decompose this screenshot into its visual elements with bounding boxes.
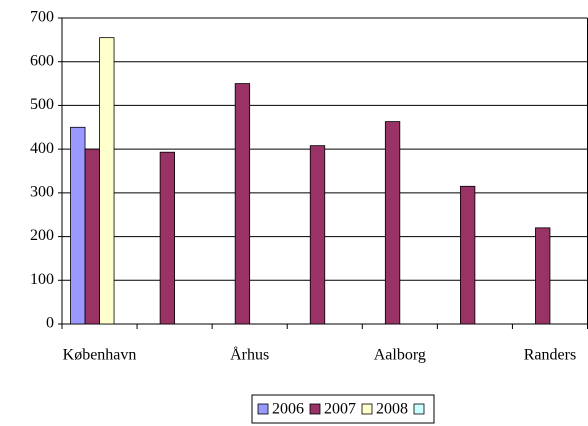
bar (309, 145, 326, 325)
y-tick-label: 600 (30, 52, 54, 69)
x-tick-label: Randers (524, 347, 576, 364)
bar (384, 121, 401, 325)
bar (70, 126, 86, 325)
legend-swatch (257, 403, 269, 415)
x-tick-label: København (63, 347, 137, 364)
legend-label: 2006 (272, 401, 304, 418)
bar (99, 37, 115, 325)
y-tick-label: 300 (30, 184, 54, 201)
bar (234, 83, 251, 325)
legend-label: 2007 (324, 401, 356, 418)
y-tick-label: 100 (30, 271, 54, 288)
legend-swatch (361, 403, 373, 415)
legend: 2006 2007 2008 (251, 394, 435, 424)
bar (84, 148, 100, 325)
y-tick-label: 700 (30, 9, 54, 26)
y-tick-label: 500 (30, 96, 54, 113)
x-tick-label: Aalborg (374, 347, 426, 364)
legend-label: 2008 (376, 401, 408, 418)
legend-swatch (309, 403, 321, 415)
y-tick-label: 200 (30, 227, 54, 244)
x-tick-label: Århus (230, 346, 269, 364)
bar (535, 227, 551, 325)
bar (459, 185, 476, 325)
legend-swatch (413, 403, 425, 415)
y-tick-label: 0 (46, 315, 54, 332)
y-tick-label: 400 (30, 140, 54, 157)
legend-box (251, 394, 435, 424)
bar (159, 151, 176, 325)
